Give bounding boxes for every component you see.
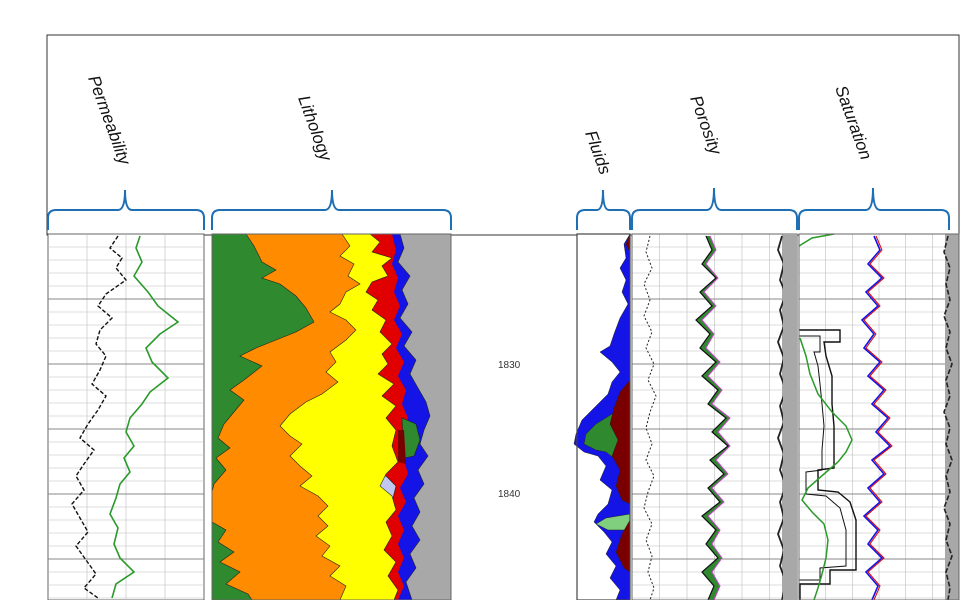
saturation-gray-right xyxy=(945,234,959,600)
porosity-bracket xyxy=(631,187,798,230)
saturation-gray-left xyxy=(783,234,797,600)
lithology-darkred-patch xyxy=(398,430,406,464)
permeability-curve-black xyxy=(71,235,128,599)
depth-label-1830: 1830 xyxy=(498,360,521,371)
saturation-curve-right-dark xyxy=(943,235,953,600)
lithology-green-fill xyxy=(211,233,315,600)
permeability-title: Permeability xyxy=(84,73,134,169)
porosity-green-fill xyxy=(696,236,730,600)
header-frame xyxy=(46,34,960,236)
porosity-curve-dotted xyxy=(643,235,657,600)
porosity-title: Porosity xyxy=(686,93,725,159)
fluids-bracket xyxy=(576,189,631,230)
saturation-title: Saturation xyxy=(831,83,875,162)
permeability-curve-green xyxy=(109,235,180,599)
fluids-blue-fill xyxy=(573,233,631,600)
saturation-step-curve-outer xyxy=(799,335,847,581)
permeability-bracket xyxy=(47,189,205,230)
depth-label-1840: 1840 xyxy=(498,489,521,500)
saturation-track xyxy=(783,233,960,600)
saturation-bracket xyxy=(798,187,950,230)
lithology-track xyxy=(211,233,452,600)
fluids-track xyxy=(573,233,631,600)
permeability-track xyxy=(47,233,205,600)
porosity-track xyxy=(631,233,798,600)
porosity-curve-black xyxy=(695,235,729,600)
saturation-curve-green xyxy=(798,233,853,600)
fluids-title: Fluids xyxy=(581,128,615,178)
porosity-curve-magenta xyxy=(701,235,731,600)
lithology-bracket xyxy=(211,189,452,230)
saturation-curve-red xyxy=(863,235,893,600)
brackets xyxy=(47,187,950,230)
saturation-curve-blue xyxy=(860,235,892,600)
lithology-title: Lithology xyxy=(294,93,336,165)
